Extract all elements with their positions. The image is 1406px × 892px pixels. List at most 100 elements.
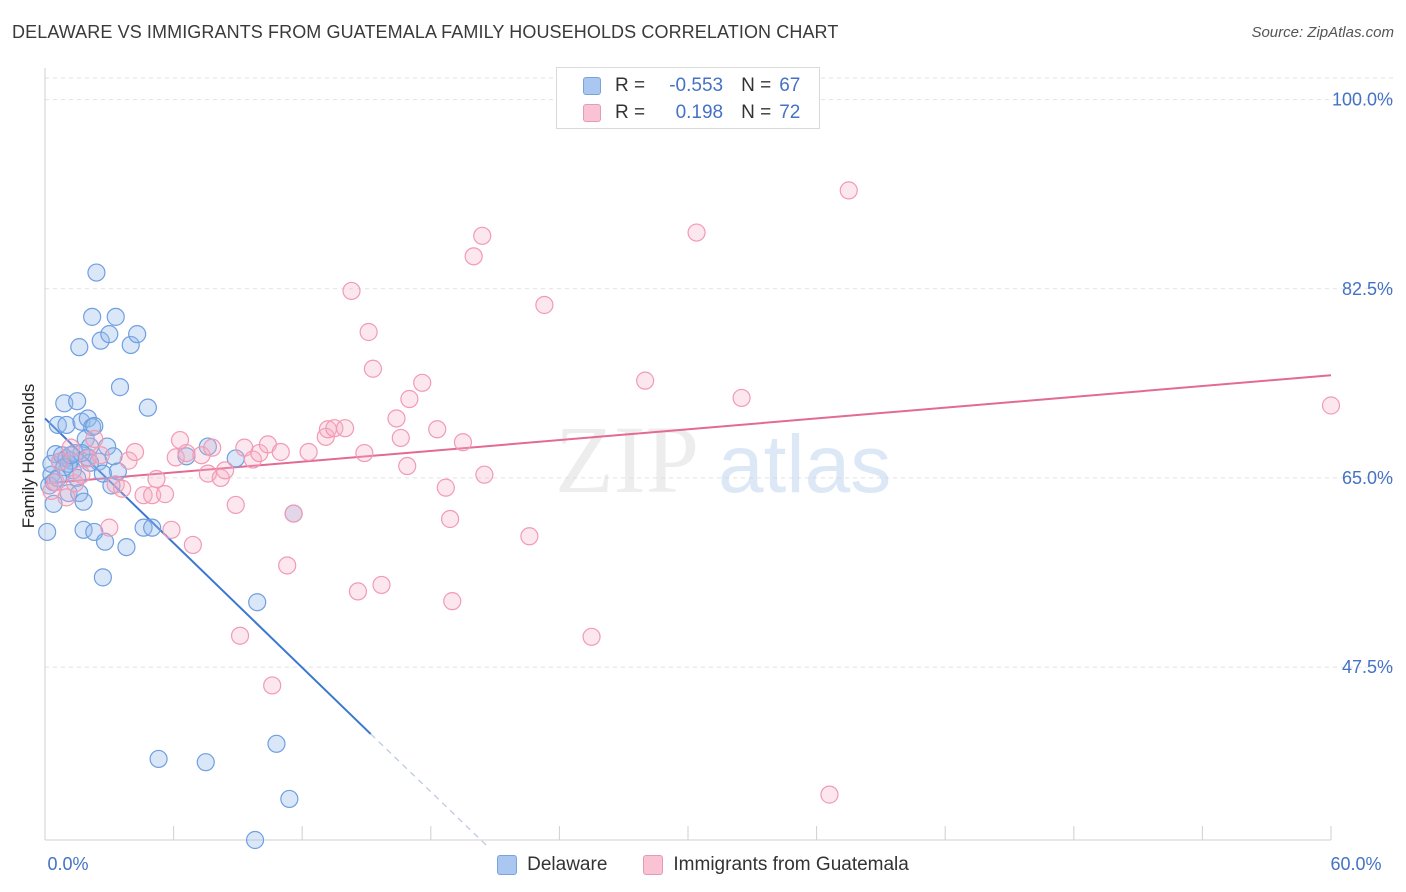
n-value: 67: [779, 75, 801, 96]
guatemala-point: [413, 373, 432, 392]
delaware-point: [78, 409, 97, 428]
guatemala-swatch: [643, 855, 664, 875]
guatemala-point: [464, 247, 483, 266]
guatemala-point: [72, 465, 91, 484]
delaware-point: [68, 392, 87, 411]
guatemala-point: [535, 295, 554, 315]
guatemala-point: [263, 676, 282, 695]
delaware-point: [267, 734, 286, 753]
delaware-point: [117, 537, 136, 557]
guatemala-point: [398, 456, 417, 476]
guatemala-point: [436, 478, 455, 497]
y-axis-title: Family Households: [19, 384, 38, 529]
guatemala-point: [453, 433, 473, 452]
delaware-point: [57, 415, 76, 435]
legend-item-guatemala[interactable]: Immigrants from Guatemala: [643, 854, 909, 876]
guatemala-point: [192, 446, 211, 465]
delaware-point: [121, 335, 140, 355]
delaware-point: [106, 307, 125, 326]
guatemala-point: [284, 504, 303, 523]
guatemala-point: [50, 452, 70, 471]
delaware-point: [280, 789, 299, 809]
guatemala-point: [203, 438, 222, 457]
guatemala-point: [820, 785, 839, 804]
watermark-atlas: atlas: [718, 419, 891, 510]
delaware-point: [110, 378, 130, 397]
r-label: R =: [615, 75, 646, 96]
guatemala-point: [335, 419, 355, 438]
guatemala-point: [299, 442, 318, 462]
r-value: 0.198: [675, 102, 724, 123]
delaware-point: [87, 263, 106, 282]
delaware-point: [128, 325, 147, 344]
delaware-point: [100, 325, 119, 344]
guatemala-point: [428, 420, 447, 439]
n-label: N =: [741, 75, 772, 96]
guatemala-point: [520, 527, 539, 546]
r-label: R =: [615, 102, 646, 123]
guatemala-point: [91, 446, 110, 465]
legend-item-delaware[interactable]: Delaware: [497, 854, 607, 876]
delaware-point: [83, 307, 102, 326]
delaware-point: [70, 338, 89, 357]
x-tick-label: 60.0%: [1330, 854, 1381, 874]
delaware-point: [196, 753, 215, 772]
axes: [44, 68, 1332, 841]
delaware-trend-extension: [370, 733, 487, 846]
delaware-swatch: [583, 77, 601, 95]
guatemala-point: [85, 429, 104, 449]
source-label: Source: ZipAtlas.com: [1251, 24, 1394, 41]
guatemala-point: [125, 442, 145, 462]
guatemala-point: [100, 518, 119, 537]
guatemala-point: [278, 556, 297, 575]
delaware-point: [245, 830, 265, 850]
guatemala-point: [732, 388, 751, 408]
guatemala-point: [166, 448, 185, 467]
delaware-point: [61, 446, 80, 465]
guatemala-point: [475, 465, 494, 484]
guatemala-point: [400, 389, 419, 409]
guatemala-point: [113, 479, 132, 498]
guatemala-swatch: [583, 104, 601, 122]
guatemala-point: [372, 575, 391, 595]
legend-row-delaware: R = -0.553 N = 67: [583, 74, 800, 98]
guatemala-point: [46, 473, 65, 492]
delaware-trend-line: [44, 417, 372, 735]
guatemala-point: [215, 461, 235, 480]
delaware-swatch: [497, 855, 518, 875]
n-label: N =: [741, 102, 772, 123]
guatemala-point: [342, 281, 361, 301]
delaware-point: [74, 492, 93, 511]
legend-label-delaware: Delaware: [527, 854, 608, 875]
guatemala-point: [839, 181, 858, 200]
guatemala-point: [443, 592, 462, 611]
delaware-point: [93, 464, 112, 483]
guatemala-point: [473, 226, 492, 245]
guatemala-point: [271, 442, 290, 462]
y-tick-label: 82.5%: [1342, 279, 1393, 299]
chart-title: DELAWARE VS IMMIGRANTS FROM GUATEMALA FA…: [12, 22, 839, 42]
guatemala-point: [355, 443, 374, 463]
guatemala-point: [155, 485, 175, 504]
guatemala-point: [147, 469, 166, 489]
y-tick-label: 100.0%: [1332, 90, 1393, 110]
delaware-point: [138, 398, 157, 417]
watermark-zip: ZIP: [555, 406, 699, 513]
delaware-point: [74, 520, 93, 539]
delaware-point: [38, 522, 57, 542]
x-tick-labels: 0.0% 60.0%: [47, 854, 1381, 874]
guatemala-point: [325, 419, 344, 438]
guatemala-point: [57, 488, 76, 507]
guatemala-point: [636, 371, 655, 390]
watermark: ZIP atlas: [555, 406, 891, 513]
delaware-point: [248, 593, 267, 612]
legend-label-guatemala: Immigrants from Guatemala: [673, 854, 909, 875]
guatemala-point: [1321, 396, 1341, 415]
delaware-point: [93, 568, 112, 587]
correlation-legend: R = -0.553 N = 67 R = 0.198 N = 72: [556, 67, 820, 129]
delaware-point: [104, 447, 123, 466]
delaware-point: [143, 518, 162, 537]
delaware-point: [95, 532, 115, 551]
guatemala-point: [162, 520, 181, 539]
